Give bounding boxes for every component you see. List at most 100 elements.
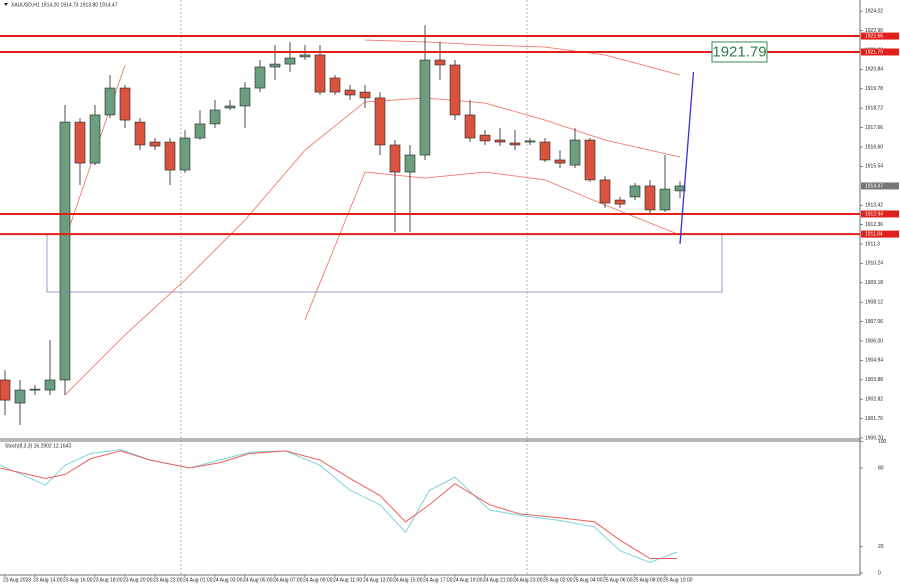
y-tick-label: 1906.00 xyxy=(865,338,883,344)
indicator-title: Stoch(8,3,3) 16.2902 12.1643 xyxy=(5,443,71,449)
x-tick-label: 24 Aug 23:00 xyxy=(513,577,543,583)
candle-body xyxy=(584,139,596,181)
candle-body xyxy=(284,57,296,65)
y-tick-label: 1902.82 xyxy=(865,397,883,403)
indicator-tick-label: 100 xyxy=(878,439,887,445)
y-tick-label: 1916.60 xyxy=(865,144,883,150)
annotation-label: 1921.79 xyxy=(712,43,766,60)
candle-body xyxy=(299,54,311,58)
level-label-box xyxy=(861,230,899,238)
candle-body xyxy=(254,66,266,89)
candle-body xyxy=(29,388,41,391)
level-label-box xyxy=(861,210,899,218)
y-tick-label: 1924.02 xyxy=(865,8,883,14)
y-tick-label: 1919.78 xyxy=(865,86,883,92)
y-tick-label: 1911.3 xyxy=(865,241,880,247)
candle-body xyxy=(524,140,536,143)
level-label: 1911.84 xyxy=(865,231,883,237)
y-tick-label: 1922.96 xyxy=(865,28,883,34)
y-tick-label: 1901.76 xyxy=(865,416,883,422)
candle-body xyxy=(134,121,146,146)
candle-body xyxy=(209,109,221,125)
trend-line xyxy=(679,71,695,245)
candle-body xyxy=(269,63,281,68)
candle-body xyxy=(329,77,341,93)
candle-body xyxy=(539,141,551,161)
level-label: 1912.94 xyxy=(865,211,883,217)
x-tick-label: 24 Aug 03:00 xyxy=(213,577,243,583)
candle-body xyxy=(314,54,326,93)
candle-body xyxy=(164,141,176,171)
y-tick-label: 1908.12 xyxy=(865,300,883,306)
level-label: 1922.66 xyxy=(865,33,883,39)
y-tick-label: 1912.36 xyxy=(865,222,883,228)
x-tick-label: 25 Aug 02:00 xyxy=(543,577,573,583)
y-tick-label: 1915.54 xyxy=(865,164,883,170)
candle-body xyxy=(359,91,371,99)
x-tick-label: 24 Aug 15:00 xyxy=(393,577,423,583)
candle-body xyxy=(89,114,101,164)
y-tick-label: 1917.66 xyxy=(865,125,883,131)
y-tick-label: 1909.18 xyxy=(865,280,883,286)
x-tick-label: 24 Aug 17:00 xyxy=(423,577,453,583)
y-tick-label: 1907.06 xyxy=(865,319,883,325)
level-label-box xyxy=(861,48,899,56)
y-tick-label: 1920.84 xyxy=(865,67,883,73)
x-tick-label: 25 Aug 08:00 xyxy=(633,577,663,583)
x-tick-label: 24 Aug 05:00 xyxy=(243,577,273,583)
candle-body xyxy=(344,89,356,96)
x-tick-label: 23 Aug 18:00 xyxy=(93,577,123,583)
x-tick-label: 24 Aug 09:00 xyxy=(303,577,333,583)
x-tick-label: 23 Aug 16:00 xyxy=(63,577,93,583)
candle-body xyxy=(179,137,191,171)
x-tick-label: 24 Aug 19:00 xyxy=(453,577,483,583)
x-tick-label: 24 Aug 13:00 xyxy=(363,577,393,583)
candle-body xyxy=(0,379,11,401)
candle-body xyxy=(119,87,131,121)
candle-body xyxy=(554,159,566,164)
stochastic-line xyxy=(0,449,678,564)
y-tick-label: 1900.70 xyxy=(865,435,883,441)
indicator-tick-label: 80 xyxy=(878,465,884,471)
candle-body xyxy=(434,59,446,66)
x-tick-label: 24 Aug 01:00 xyxy=(183,577,213,583)
y-tick-label: 1904.94 xyxy=(865,358,883,364)
candle-body xyxy=(104,87,116,116)
candle-body xyxy=(599,179,611,204)
x-tick-label: 24 Aug 21:00 xyxy=(483,577,513,583)
x-tick-label: 23 Aug 14:00 xyxy=(33,577,63,583)
symbol-marker xyxy=(4,3,8,6)
candle-body xyxy=(59,121,71,381)
x-tick-label: 25 Aug 10:00 xyxy=(663,577,693,583)
y-tick-label: 1910.24 xyxy=(865,261,883,267)
x-tick-label: 23 Aug 20:00 xyxy=(123,577,153,583)
x-tick-label: 24 Aug 07:00 xyxy=(273,577,303,583)
candle-body xyxy=(374,97,386,146)
candle-body xyxy=(629,185,641,198)
candle-body xyxy=(404,154,416,173)
candle-body xyxy=(674,185,686,192)
candle-body xyxy=(569,139,581,166)
candle-body xyxy=(449,64,461,116)
y-tick-label: 1903.88 xyxy=(865,377,883,383)
candle-body xyxy=(74,121,86,164)
candle-body xyxy=(239,87,251,107)
x-tick-label: 25 Aug 04:00 xyxy=(573,577,603,583)
x-tick-label: 23 Aug 22:00 xyxy=(153,577,183,583)
annotation-box xyxy=(711,41,768,63)
level-label-box xyxy=(861,32,899,40)
indicator-tick-label: 20 xyxy=(878,544,884,550)
current-price-label: 1914.47 xyxy=(865,183,883,189)
candle-body xyxy=(224,105,236,109)
y-tick-label: 1913.42 xyxy=(865,203,883,209)
x-tick-label: 23 Aug 2023 xyxy=(3,577,31,583)
candle-body xyxy=(509,142,521,146)
candle-body xyxy=(194,123,206,139)
band-upper xyxy=(364,39,681,76)
x-tick-label: 25 Aug 06:00 xyxy=(603,577,633,583)
candle-body xyxy=(479,134,491,142)
candle-body xyxy=(419,59,431,156)
candle-body xyxy=(614,199,626,205)
candle-body xyxy=(149,141,161,147)
